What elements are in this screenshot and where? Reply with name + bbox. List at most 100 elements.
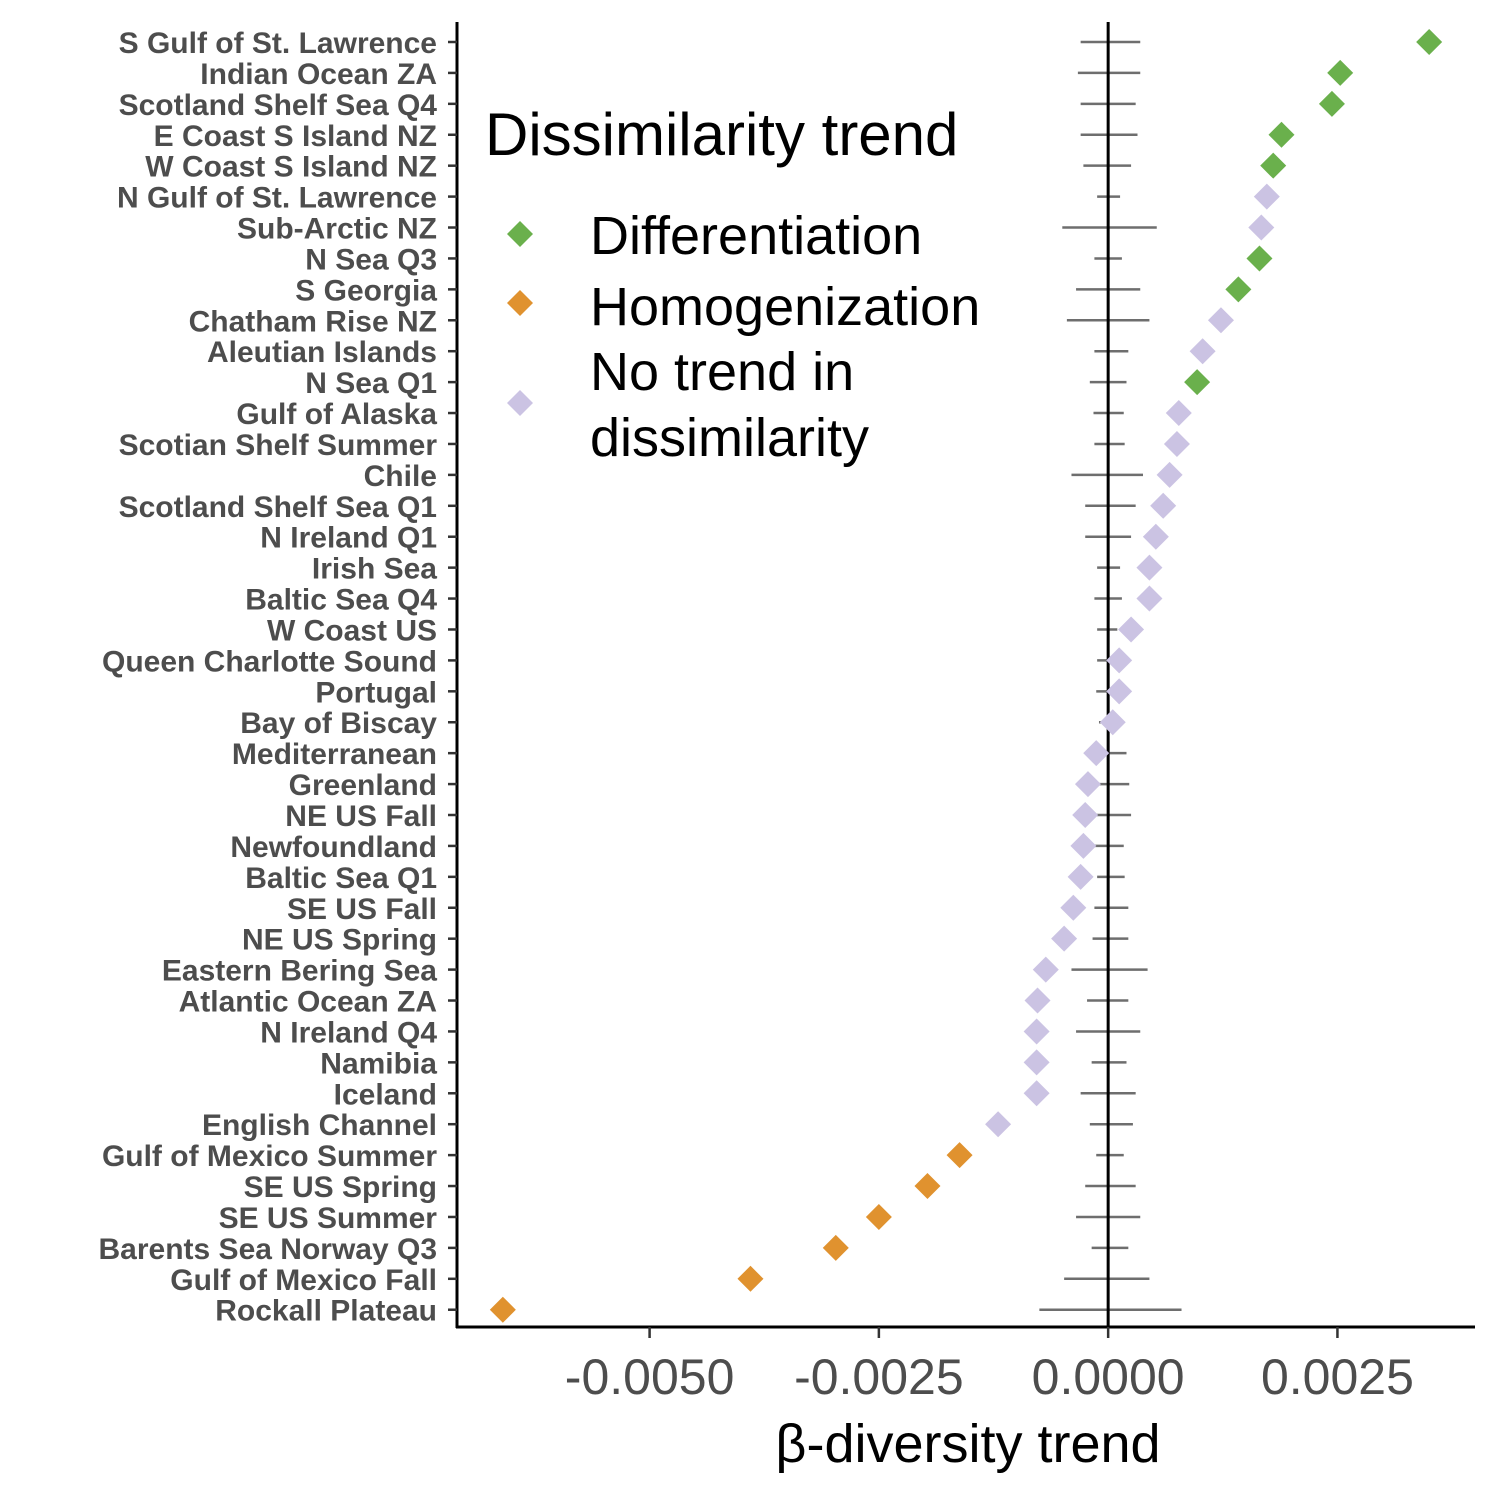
data-point	[1136, 554, 1163, 581]
data-point	[1246, 245, 1273, 272]
legend-label-line: Homogenization	[590, 277, 980, 337]
x-tick-label: -0.0025	[794, 1349, 964, 1405]
y-tick-label: Namibia	[320, 1047, 437, 1080]
y-tick-label: Baltic Sea Q1	[245, 862, 437, 895]
y-tick-label: Iceland	[334, 1078, 437, 1111]
legend-label: No trend in dissimilarity	[590, 342, 869, 468]
data-point	[822, 1234, 849, 1261]
y-tick-label: SE US Fall	[287, 893, 437, 926]
y-tick-label: NE US Fall	[285, 800, 437, 833]
y-tick-label: Indian Ocean ZA	[200, 58, 437, 91]
y-tick-label: SE US Summer	[219, 1202, 438, 1235]
y-tick-label: W Coast US	[267, 614, 437, 647]
y-tick-label: N Ireland Q1	[260, 522, 437, 555]
y-tick-label: Scotland Shelf Sea Q4	[119, 89, 438, 122]
x-tick-label: 0.0000	[1032, 1349, 1185, 1405]
error-bars	[1039, 40, 1182, 1311]
x-tick-label: -0.0050	[565, 1349, 735, 1405]
legend-label: Homogenization	[590, 277, 980, 337]
y-tick-label: E Coast S Island NZ	[154, 120, 437, 153]
y-tick-label: N Gulf of St. Lawrence	[117, 182, 437, 215]
y-tick-label: S Gulf of St. Lawrence	[119, 27, 437, 60]
y-tick-label: N Sea Q3	[305, 243, 437, 276]
data-point	[865, 1203, 892, 1230]
data-point	[1207, 307, 1234, 334]
data-point	[1416, 29, 1443, 55]
data-point	[1253, 183, 1280, 210]
data-point	[1156, 461, 1183, 488]
data-point	[1260, 152, 1287, 179]
data-point	[1150, 492, 1177, 519]
data-point	[489, 1296, 516, 1323]
legend-key	[507, 221, 533, 247]
y-tick-label: Scotian Shelf Summer	[119, 429, 438, 462]
data-point	[1099, 709, 1126, 736]
y-tick-label: N Ireland Q4	[260, 1016, 437, 1049]
legend: Dissimilarity trend Differentiation Homog…	[485, 101, 980, 468]
y-tick-label: Irish Sea	[312, 553, 437, 586]
x-axis-labels: -0.0050 -0.0025 0.0000 0.0025	[565, 1349, 1414, 1405]
data-point	[946, 1142, 973, 1169]
y-tick-label: Barents Sea Norway Q3	[99, 1233, 437, 1266]
data-point	[1074, 771, 1101, 798]
data-point	[1165, 400, 1192, 427]
data-point	[1024, 987, 1051, 1014]
y-tick-label: Gulf of Alaska	[236, 398, 437, 431]
data-point	[985, 1111, 1012, 1138]
y-tick-label: Scotland Shelf Sea Q1	[119, 491, 437, 524]
data-point	[1070, 832, 1097, 859]
y-tick-label: Sub-Arctic NZ	[237, 213, 437, 246]
data-point	[1032, 956, 1059, 983]
axes	[448, 22, 1475, 1338]
data-point	[1023, 1049, 1050, 1076]
y-tick-label: Atlantic Ocean ZA	[179, 986, 437, 1019]
data-point	[1051, 925, 1078, 952]
y-tick-label: Chatham Rise NZ	[189, 305, 437, 338]
y-tick-label: Queen Charlotte Sound	[102, 645, 437, 678]
y-tick-label: Eastern Bering Sea	[162, 955, 437, 988]
y-tick-label: Gulf of Mexico Summer	[102, 1140, 437, 1173]
data-point	[1184, 369, 1211, 396]
y-tick-label: N Sea Q1	[305, 367, 437, 400]
data-points	[489, 29, 1443, 1323]
data-point	[1060, 894, 1087, 921]
y-tick-label: SE US Spring	[244, 1171, 437, 1204]
data-point	[1142, 523, 1169, 550]
y-tick-label: Newfoundland	[230, 831, 437, 864]
y-tick-label: W Coast S Island NZ	[145, 151, 437, 184]
y-tick-label: S Georgia	[295, 274, 437, 307]
y-tick-label: Bay of Biscay	[240, 707, 437, 740]
legend-key	[507, 390, 533, 416]
y-tick-label: Baltic Sea Q4	[245, 584, 437, 617]
legend-label-line: No trend in	[590, 342, 854, 402]
y-tick-label: NE US Spring	[242, 924, 437, 957]
data-point	[1248, 214, 1275, 241]
legend-key	[507, 290, 533, 316]
data-point	[1106, 647, 1133, 674]
data-point	[1083, 740, 1110, 767]
data-point	[1106, 678, 1133, 705]
legend-label-line: dissimilarity	[590, 408, 869, 468]
data-point	[1023, 1080, 1050, 1107]
data-point	[1225, 276, 1252, 303]
data-point	[1327, 59, 1354, 86]
x-axis-title: β-diversity trend	[775, 1414, 1160, 1474]
data-point	[1118, 616, 1145, 643]
data-point	[1189, 338, 1216, 365]
y-tick-label: Aleutian Islands	[207, 336, 437, 369]
x-tick-label: 0.0025	[1261, 1349, 1414, 1405]
y-tick-label: Mediterranean	[232, 738, 437, 771]
data-point	[737, 1265, 764, 1292]
data-point	[1163, 430, 1190, 457]
y-tick-label: Rockall Plateau	[215, 1295, 437, 1328]
y-tick-label: Gulf of Mexico Fall	[170, 1264, 437, 1297]
data-point	[1318, 90, 1345, 117]
y-tick-label: Chile	[364, 460, 437, 493]
legend-label: Differentiation	[590, 206, 922, 266]
legend-label-line: Differentiation	[590, 206, 922, 266]
data-point	[1023, 1018, 1050, 1045]
data-point	[1072, 802, 1099, 828]
